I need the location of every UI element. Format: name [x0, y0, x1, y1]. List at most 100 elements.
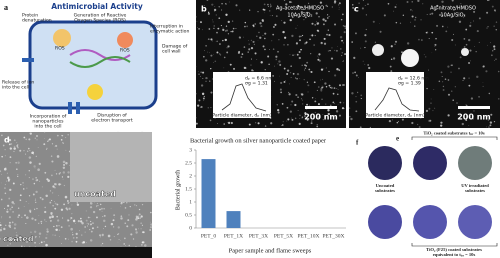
texture-dot [277, 109, 280, 112]
texture-dot [394, 43, 396, 46]
texture-dot [35, 198, 36, 200]
texture-dot [195, 66, 197, 68]
texture-dot [306, 119, 309, 121]
texture-dot [252, 40, 255, 43]
texture-dot [223, 67, 225, 69]
texture-dot [65, 149, 67, 151]
texture-dot [33, 165, 36, 168]
texture-dot [316, 22, 319, 25]
texture-dot [289, 18, 292, 22]
texture-dot [25, 222, 27, 225]
coated-label: coated [3, 235, 34, 244]
texture-dot [72, 234, 74, 236]
texture-dot [103, 208, 105, 210]
texture-dot [320, 68, 324, 71]
texture-dot [45, 194, 48, 198]
texture-dot [410, 21, 412, 23]
texture-dot [198, 28, 200, 30]
texture-dot [87, 216, 90, 219]
texture-dot [99, 208, 101, 211]
texture-dot [52, 185, 55, 188]
texture-dot [286, 43, 289, 46]
texture-dot [32, 178, 34, 180]
panel-d: d uncoated coated [0, 131, 153, 258]
texture-dot [450, 71, 452, 73]
y-tick-label: 1.5 [185, 186, 192, 192]
texture-dot [295, 27, 297, 29]
texture-dot [430, 102, 432, 104]
texture-dot [54, 183, 57, 186]
texture-dot [355, 32, 357, 35]
texture-dot [325, 86, 328, 88]
texture-dot [17, 175, 19, 177]
texture-dot [3, 167, 7, 171]
texture-dot [390, 45, 393, 48]
texture-dot [356, 91, 359, 94]
texture-dot [18, 214, 21, 217]
texture-dot [476, 75, 479, 79]
texture-dot [9, 188, 12, 192]
texture-dot [218, 53, 221, 55]
texture-dot [34, 208, 36, 210]
texture-dot [355, 110, 358, 113]
texture-dot [487, 44, 488, 46]
texture-dot [334, 49, 336, 51]
texture-dot [96, 206, 98, 208]
texture-dot [35, 134, 39, 137]
texture-dot [23, 149, 25, 152]
texture-dot [289, 83, 290, 85]
texture-dot [330, 104, 332, 106]
texture-dot [103, 228, 104, 230]
texture-dot [286, 73, 289, 75]
label: equivalent to tᵢᵣᵣ = 10s [433, 252, 476, 257]
texture-dot [327, 112, 330, 116]
texture-dot [389, 65, 392, 68]
texture-dot [342, 60, 345, 62]
texture-dot [337, 103, 339, 105]
texture-dot [72, 232, 73, 234]
particle [401, 49, 419, 67]
texture-dot [210, 68, 212, 70]
texture-dot [36, 139, 38, 141]
texture-dot [355, 74, 358, 77]
texture-dot [81, 222, 84, 225]
substrate [458, 205, 492, 239]
texture-dot [435, 37, 437, 40]
texture-dot [264, 12, 266, 14]
texture-dot [20, 183, 22, 186]
texture-dot [461, 48, 463, 49]
y-tick-label: 0 [189, 225, 192, 231]
texture-dot [223, 123, 226, 125]
texture-dot [50, 211, 53, 215]
texture-dot [55, 224, 58, 227]
texture-dot [321, 86, 324, 89]
texture-dot [118, 238, 120, 240]
texture-dot [264, 125, 267, 127]
texture-dot [315, 98, 316, 99]
texture-dot [291, 100, 294, 103]
texture-dot [62, 166, 66, 169]
texture-dot [216, 40, 218, 43]
texture-dot [272, 26, 275, 28]
texture-dot [203, 55, 205, 58]
label: Incorporation of [30, 114, 67, 120]
texture-dot [13, 223, 17, 226]
texture-dot [226, 29, 229, 32]
texture-dot [335, 49, 338, 52]
texture-dot [143, 244, 147, 247]
texture-dot [420, 19, 422, 21]
texture-dot [109, 239, 112, 241]
texture-dot [222, 39, 224, 42]
texture-dot [203, 5, 205, 7]
texture-dot [232, 27, 235, 30]
texture-dot [3, 207, 6, 210]
texture-dot [454, 44, 456, 46]
texture-dot [44, 210, 47, 214]
texture-dot [256, 58, 258, 60]
texture-dot [314, 111, 316, 113]
texture-dot [299, 115, 301, 117]
texture-dot [103, 219, 106, 223]
texture-dot [264, 37, 266, 40]
texture-dot [305, 16, 307, 19]
texture-dot [379, 30, 382, 33]
